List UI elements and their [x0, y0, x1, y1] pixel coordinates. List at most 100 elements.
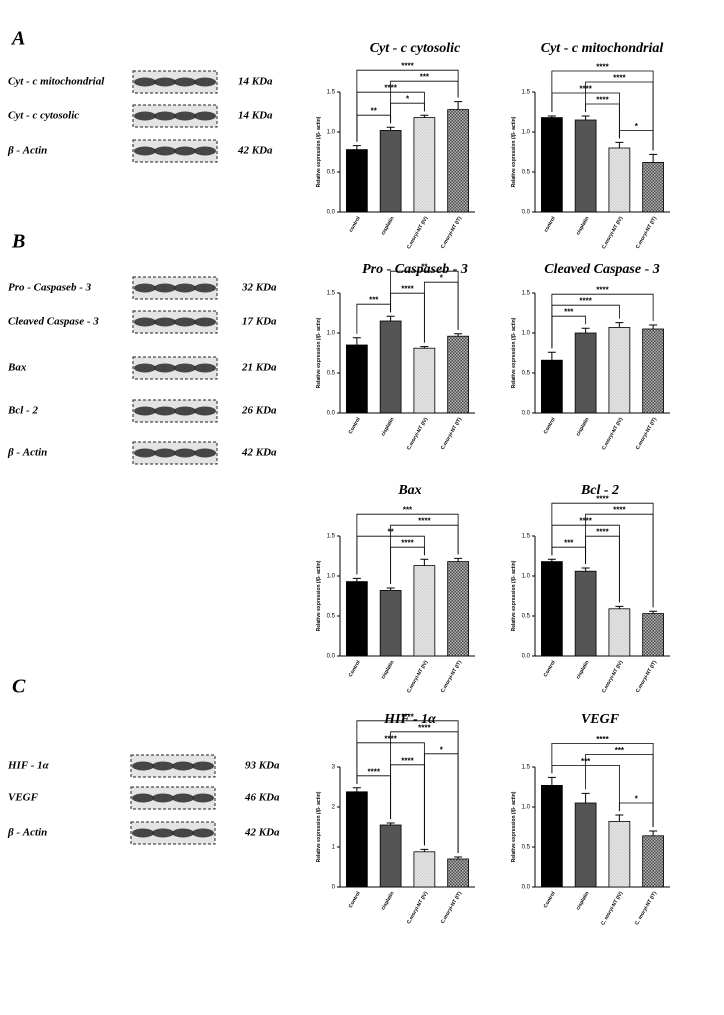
y-tick-label: 1.0: [327, 331, 336, 337]
blot-kda: 32 KDa: [241, 282, 277, 294]
x-tick-label: cisplatin: [380, 891, 395, 912]
x-tick-label: cisplatin: [575, 891, 590, 912]
panel-letter: C: [12, 676, 26, 698]
blot-band: [134, 406, 156, 416]
significance-label: **: [421, 263, 428, 272]
blot-kda: 17 KDa: [242, 316, 277, 328]
significance-bracket: [551, 743, 654, 827]
significance-label: ****: [596, 63, 609, 72]
y-axis-label: Relative expression (/β- actin): [511, 116, 517, 187]
y-tick-label: 1.5: [522, 90, 531, 96]
y-tick-label: 0.0: [522, 885, 531, 891]
blot-kda: 42 KDa: [244, 827, 280, 839]
significance-label: *: [635, 122, 639, 131]
significance-label: *: [440, 274, 444, 283]
x-tick-label: C.moryi-NT (IT): [440, 416, 463, 451]
error-bar: [386, 587, 395, 591]
x-tick-label: Control: [543, 659, 557, 678]
y-tick-label: 1.5: [327, 90, 336, 96]
y-axis-label: Relative expression (/β- actin): [511, 560, 517, 631]
blot-band: [132, 793, 154, 803]
y-tick-label: 1.0: [327, 574, 336, 580]
bar: [574, 802, 597, 888]
significance-label: ****: [613, 74, 626, 83]
blot-band: [134, 363, 156, 373]
x-tick-label: cisplatin: [380, 216, 395, 237]
y-tick-label: 1.0: [327, 130, 336, 136]
error-bar: [420, 558, 429, 566]
x-tick-label: control: [348, 215, 362, 233]
error-bar: [615, 605, 624, 609]
significance-label: *: [635, 795, 639, 804]
bar: [379, 129, 402, 213]
significance-label: ****: [579, 517, 592, 526]
blot-label: Cyt - c cytosolic: [8, 110, 79, 122]
chart-title: Bax: [397, 483, 421, 498]
error-bar: [649, 153, 658, 163]
bar: [413, 851, 436, 888]
blot-kda: 21 KDa: [241, 362, 277, 374]
x-tick-label: C.moryi-NT (IV): [406, 659, 430, 694]
blot-band: [194, 283, 216, 293]
blot-band: [194, 363, 216, 373]
error-bar: [547, 115, 556, 118]
x-tick-label: C.moryi-NT (IT): [440, 215, 463, 250]
blot-band: [172, 761, 194, 771]
x-tick-label: C.moryi-NT (IV): [406, 890, 430, 925]
blot-band: [192, 793, 214, 803]
significance-label: ****: [401, 712, 414, 721]
x-tick-label: cisplatin: [380, 417, 395, 438]
blot-band: [174, 146, 196, 156]
x-tick-label: Control: [348, 416, 362, 435]
blot-band: [174, 448, 196, 458]
y-tick-label: 0.0: [522, 411, 531, 417]
y-tick-label: 0.5: [327, 371, 336, 377]
significance-bracket: [551, 502, 654, 608]
error-bar: [420, 114, 429, 118]
significance-label: ***: [403, 506, 413, 515]
error-bar: [454, 557, 463, 562]
y-tick-label: 0.5: [327, 170, 336, 176]
significance-label: ****: [401, 62, 414, 71]
chart-title: VEGF: [581, 712, 620, 727]
x-tick-label: cisplatin: [575, 216, 590, 237]
y-tick-label: 0.0: [522, 210, 531, 216]
chart-title: Cleaved Caspase - 3: [544, 262, 659, 277]
significance-label: ****: [596, 286, 609, 295]
error-bar: [615, 814, 624, 822]
y-axis-label: Relative expression (/β- actin): [316, 560, 322, 631]
significance-bracket: [423, 281, 459, 343]
significance-label: ***: [564, 308, 574, 317]
panel-letter: B: [11, 231, 25, 253]
bar: [447, 335, 469, 414]
x-tick-label: Control: [348, 659, 362, 678]
bar: [346, 344, 368, 414]
blot-band: [134, 77, 156, 87]
y-tick-label: 0.5: [522, 614, 531, 620]
chart-title: Pro - Caspaseb - 3: [362, 262, 468, 277]
blot-band: [194, 406, 216, 416]
x-tick-label: C. moryi-NT (IV): [600, 890, 624, 926]
blot-band: [174, 406, 196, 416]
blot-band: [154, 363, 176, 373]
error-bar: [454, 101, 463, 110]
bar: [642, 835, 664, 888]
significance-label: **: [388, 528, 395, 537]
y-tick-label: 0.5: [522, 371, 531, 377]
blot-band: [154, 448, 176, 458]
error-bar: [581, 567, 590, 572]
error-bar: [547, 776, 556, 786]
error-bar: [649, 610, 658, 614]
error-bar: [547, 351, 556, 361]
error-bar: [615, 141, 624, 148]
blot-band: [154, 111, 176, 121]
x-tick-label: cisplatin: [380, 660, 395, 681]
error-bar: [352, 145, 361, 150]
significance-bracket: [356, 720, 459, 853]
x-tick-label: C.moryi-NT (IT): [635, 659, 658, 694]
bar: [642, 161, 664, 213]
blot-band: [194, 111, 216, 121]
y-tick-label: 2: [332, 805, 336, 811]
blot-band: [194, 146, 216, 156]
significance-label: ****: [613, 506, 626, 515]
